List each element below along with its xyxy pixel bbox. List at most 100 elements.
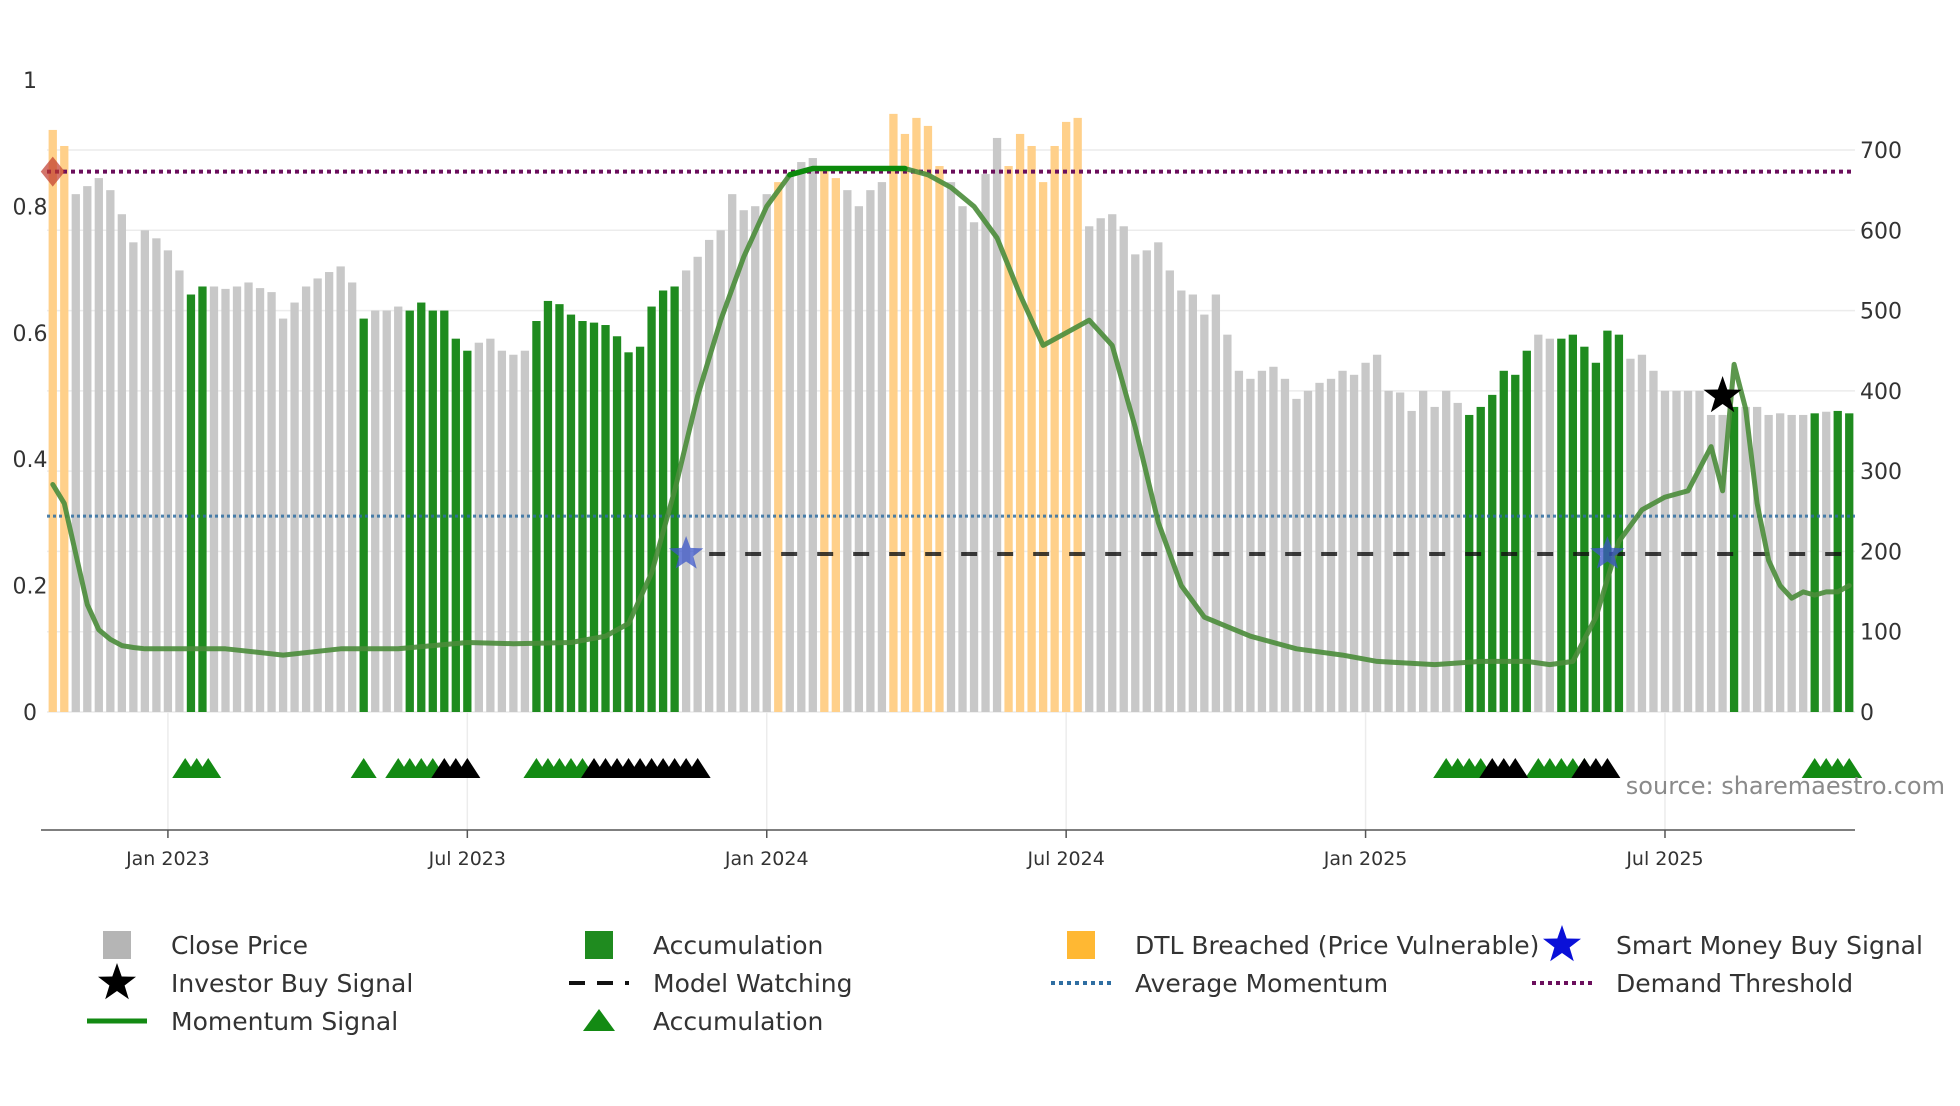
bar-acc: [1845, 413, 1854, 712]
bar-close: [209, 286, 219, 712]
bar-acc: [451, 338, 460, 712]
bar-close: [992, 137, 1002, 712]
left-axis-tick-label: 0.2: [13, 575, 48, 600]
bar-acc: [1522, 350, 1531, 712]
bar-close: [301, 286, 311, 712]
bar-dtl: [935, 166, 944, 713]
right-axis-tick-label: 300: [1860, 460, 1902, 485]
right-axis-tick-label: 500: [1860, 300, 1902, 325]
legend-label: Close Price: [171, 931, 308, 960]
bar-dtl: [1004, 166, 1013, 713]
bar-close: [313, 278, 322, 712]
left-axis-tick-label: 0: [23, 701, 37, 726]
momentum-signal-highlight: [787, 165, 908, 178]
bar-close: [371, 310, 380, 712]
bar-close: [1419, 390, 1428, 712]
bar-close: [486, 338, 495, 712]
smart-money-buy-signal-marker: [1590, 536, 1625, 569]
bar-close: [681, 270, 691, 712]
bar-dtl: [1050, 145, 1059, 712]
bar-close: [877, 182, 887, 713]
axis-layer: 0 0.2 0.4 0.6 0.8 1 0 100 200 300 400 500 600 700 Jan …: [13, 69, 1903, 870]
x-axis-date-label: Jul 2024: [1026, 848, 1104, 870]
bar-close: [785, 174, 794, 713]
bar-close: [336, 266, 345, 712]
bar-dtl: [820, 166, 829, 713]
green-square-icon: [585, 931, 613, 959]
bar-dtl: [48, 129, 57, 712]
bar-acc: [612, 336, 622, 712]
legend-label: Smart Money Buy Signal: [1616, 931, 1923, 960]
bar-close: [751, 206, 760, 712]
bar-close: [1246, 378, 1255, 712]
bar-close: [117, 214, 126, 712]
left-axis-tick-label: 1: [23, 69, 37, 94]
bar-dtl: [923, 125, 933, 712]
legend-item-accumulation_bar: Accumulation: [585, 931, 823, 960]
accumulation-triangle-black: [684, 758, 711, 778]
bar-close: [969, 222, 979, 712]
triangle-layer: [172, 758, 1863, 778]
x-axis-date-label: Jan 2023: [125, 848, 210, 870]
bar-close: [1718, 414, 1727, 712]
bar-close: [1349, 374, 1359, 712]
bar-close: [946, 182, 956, 713]
bar-acc: [405, 310, 414, 712]
x-axis-date-label: Jan 2025: [1323, 848, 1408, 870]
bar-dtl: [1038, 182, 1048, 713]
legend-item-accumulation_triangle: Accumulation: [583, 1007, 823, 1036]
bar-close: [221, 288, 230, 712]
bar-close: [71, 194, 80, 712]
bar-close: [1545, 338, 1554, 712]
bar-acc: [1591, 362, 1601, 712]
bar-acc: [1833, 410, 1842, 712]
bar-close: [1787, 414, 1796, 712]
bar-close: [843, 190, 852, 713]
bar-acc: [658, 290, 668, 712]
bar-close: [1154, 242, 1163, 713]
left-axis-tick-label: 0.4: [13, 448, 48, 473]
bar-acc: [1614, 334, 1624, 712]
x-axis-date-label: Jul 2023: [428, 848, 506, 870]
bar-acc: [566, 314, 576, 712]
bar-dtl: [831, 178, 840, 713]
bar-acc: [647, 306, 656, 712]
legend-item-momentum: Momentum Signal: [87, 1007, 398, 1036]
x-axis-date-label: Jul 2025: [1625, 848, 1703, 870]
bar-close: [1672, 390, 1681, 712]
bar-close: [981, 174, 990, 713]
bar-close: [1706, 414, 1716, 712]
bar-acc: [198, 286, 207, 712]
demand-threshold-marker: [40, 156, 65, 187]
bar-close: [1085, 226, 1094, 712]
x-axis-date-label: Jan 2024: [724, 848, 809, 870]
bar-close: [1211, 294, 1221, 712]
bar-acc: [601, 325, 610, 712]
bar-close: [1280, 378, 1290, 712]
accumulation-triangle-black: [1594, 758, 1621, 778]
source-label: source: sharemaestro.com: [1626, 772, 1945, 800]
bar-close: [1315, 382, 1324, 712]
bar-close: [1384, 390, 1393, 712]
bar-close: [140, 230, 150, 713]
bar-dtl: [60, 145, 69, 712]
bar-close: [693, 256, 702, 712]
legend-item-smart_money: Smart Money Buy Signal: [1543, 925, 1923, 962]
bar-close: [1683, 390, 1693, 712]
right-axis-tick-label: 700: [1860, 139, 1902, 164]
right-axis-tick-label: 0: [1860, 701, 1874, 726]
bar-acc: [417, 302, 426, 712]
bar-close: [1131, 254, 1140, 712]
bar-close: [94, 178, 103, 713]
bar-close: [394, 306, 403, 712]
bar-close: [290, 302, 299, 712]
bar-acc: [532, 321, 541, 712]
bar-close: [739, 210, 748, 712]
marker-layer: [40, 156, 1742, 569]
bar-close: [1442, 390, 1451, 712]
bar-close: [1119, 226, 1128, 712]
bar-close: [106, 190, 115, 713]
bar-close: [1269, 366, 1278, 712]
bar-close: [1108, 214, 1117, 712]
